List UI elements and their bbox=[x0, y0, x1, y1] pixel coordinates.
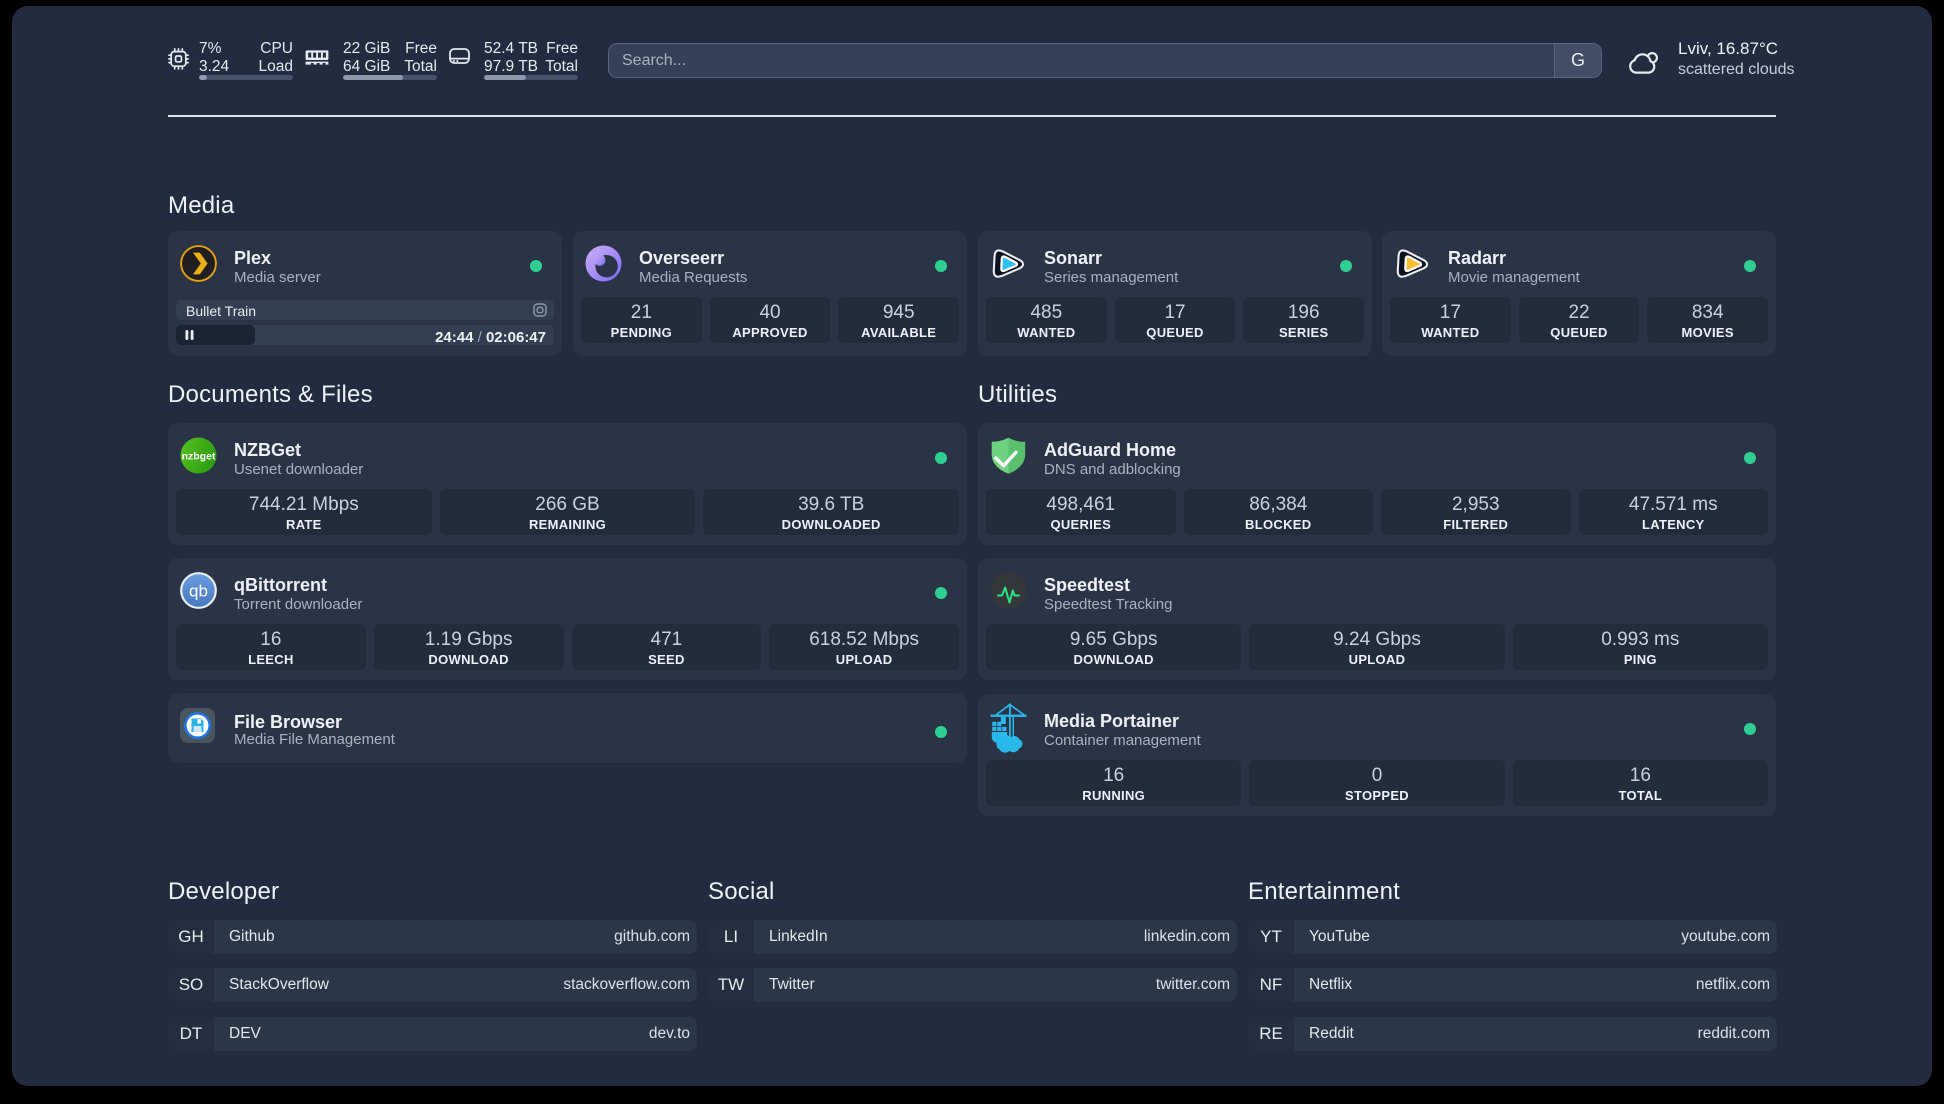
svg-text:qb: qb bbox=[189, 582, 208, 601]
svg-text:nzbget: nzbget bbox=[182, 451, 216, 463]
